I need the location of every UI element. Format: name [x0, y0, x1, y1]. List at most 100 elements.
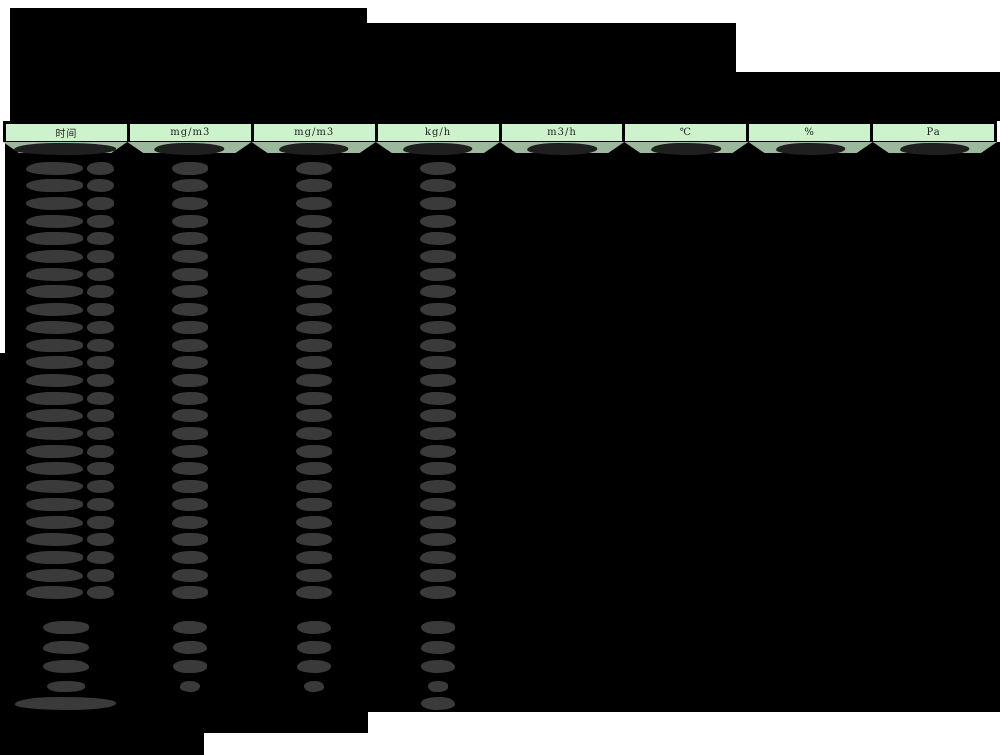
redacted-cell — [651, 143, 722, 155]
redacted-cell — [278, 143, 349, 155]
redacted-cell — [171, 285, 208, 299]
redacted-cell — [421, 660, 456, 673]
table-header-row: 时间 mg/m3 mg/m3 kg/h m3/h ℃ % Pa — [3, 121, 997, 142]
redacted-cell — [296, 409, 333, 423]
redacted-cell — [296, 462, 333, 476]
redacted-cell — [171, 179, 208, 193]
redacted-cell — [296, 267, 333, 281]
redacted-cell — [87, 391, 114, 405]
redacted-cell — [87, 161, 114, 175]
redacted-cell — [296, 356, 333, 370]
redacted-cell — [296, 586, 333, 600]
redacted-cell — [87, 444, 114, 458]
redacted-cell — [296, 196, 333, 210]
redacted-cell — [420, 497, 457, 511]
redacted-cell — [296, 427, 333, 440]
redacted-cell — [42, 621, 89, 634]
redacted-cell — [87, 214, 114, 228]
redacted-cell — [154, 143, 225, 155]
redacted-cell — [87, 250, 114, 263]
redacted-cell — [420, 550, 457, 564]
highlighted-cell[interactable] — [127, 142, 251, 155]
redacted-cell — [87, 179, 114, 193]
redacted-cell — [26, 179, 83, 193]
redacted-cell — [420, 161, 457, 175]
redacted-cell — [171, 480, 208, 494]
column-header-mgm3-1[interactable]: mg/m3 — [129, 124, 251, 141]
redacted-cell — [171, 161, 208, 175]
column-header-m3h[interactable]: m3/h — [501, 124, 623, 141]
redaction-block-top-right — [736, 72, 1000, 121]
redacted-cell — [403, 143, 473, 155]
redacted-cell — [420, 320, 457, 334]
redacted-cell — [171, 250, 208, 263]
redacted-cell — [296, 214, 333, 228]
redacted-cell — [171, 391, 208, 405]
column-header-percent[interactable]: % — [749, 124, 871, 141]
redacted-cell — [87, 320, 114, 334]
redacted-cell — [42, 660, 89, 673]
highlighted-cell[interactable] — [3, 142, 127, 155]
redacted-cell — [296, 161, 333, 175]
highlighted-cell[interactable] — [624, 142, 748, 155]
redacted-cell — [26, 444, 83, 458]
redacted-cell — [421, 696, 456, 710]
redacted-cell — [428, 680, 449, 692]
redacted-cell — [420, 568, 457, 582]
redacted-cell — [420, 515, 457, 529]
redacted-cell — [171, 568, 208, 582]
redacted-cell — [420, 409, 457, 423]
redacted-cell — [26, 515, 83, 529]
redacted-cell — [420, 303, 457, 317]
highlighted-cell[interactable] — [873, 142, 997, 155]
redacted-cell — [87, 586, 114, 600]
redacted-cell — [87, 267, 114, 281]
redacted-cell — [420, 179, 457, 193]
column-header-mgm3-2[interactable]: mg/m3 — [253, 124, 375, 141]
redacted-cell — [296, 391, 333, 405]
highlighted-cell[interactable] — [749, 142, 873, 155]
redacted-cell — [87, 462, 114, 476]
column-header-pa[interactable]: Pa — [873, 124, 994, 141]
redacted-cell — [87, 285, 114, 299]
redacted-cell — [87, 338, 114, 352]
redacted-cell — [26, 214, 83, 228]
redacted-cell — [26, 250, 83, 263]
redacted-cell — [171, 214, 208, 228]
redacted-cell — [26, 356, 83, 370]
redaction-block-top-middle — [367, 23, 736, 121]
redacted-cell — [87, 480, 114, 494]
redacted-cell — [420, 250, 457, 263]
redacted-cell — [171, 356, 208, 370]
redacted-cell — [172, 640, 207, 654]
highlighted-cell[interactable] — [376, 142, 500, 155]
bottom-step-middle — [0, 712, 368, 733]
redacted-cell — [26, 427, 83, 440]
redacted-cell — [296, 250, 333, 263]
redacted-cell — [171, 320, 208, 334]
redacted-cell — [26, 338, 83, 352]
highlighted-cell[interactable] — [252, 142, 376, 155]
redacted-cell — [420, 444, 457, 458]
redacted-cell — [171, 338, 208, 352]
redacted-cell — [26, 161, 83, 175]
redacted-cell — [87, 303, 114, 317]
redacted-cell — [171, 373, 208, 387]
column-header-time[interactable]: 时间 — [6, 124, 127, 141]
redacted-cell — [296, 373, 333, 387]
redacted-cell — [26, 373, 83, 387]
redacted-cell — [26, 462, 83, 476]
bottom-step-left — [0, 733, 204, 755]
redacted-cell — [297, 640, 332, 654]
redacted-cell — [87, 196, 114, 210]
redacted-cell — [87, 568, 114, 582]
redacted-cell — [171, 444, 208, 458]
highlighted-cell[interactable] — [500, 142, 624, 155]
column-header-celsius[interactable]: ℃ — [625, 124, 747, 141]
redacted-cell — [87, 356, 114, 370]
column-header-kgh[interactable]: kg/h — [377, 124, 499, 141]
redacted-cell — [420, 285, 457, 299]
redacted-cell — [42, 640, 89, 654]
redacted-cell — [420, 533, 457, 547]
redacted-cell — [87, 373, 114, 387]
